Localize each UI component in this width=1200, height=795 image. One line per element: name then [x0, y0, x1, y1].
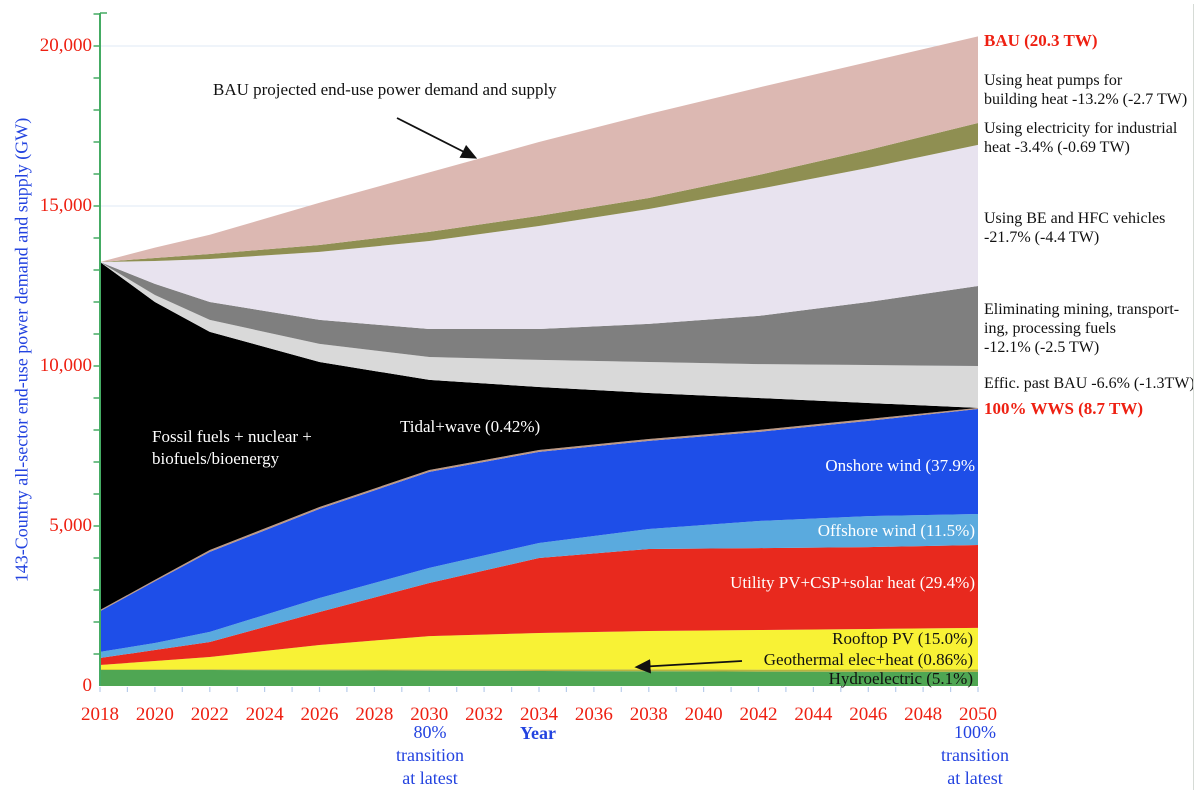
x-tick-label: 2028: [355, 704, 394, 725]
x-tick-label: 2030: [410, 704, 449, 725]
heat-pumps-line1: Using heat pumps for: [984, 72, 1123, 89]
x-axis-title: Year: [520, 723, 556, 743]
x-tick-label: 2024: [245, 704, 284, 725]
band-geothermal-elec-heat: [100, 669, 978, 672]
note-80pct-line3: at latest: [402, 768, 458, 788]
tidal-wave-label: Tidal+wave (0.42%): [400, 417, 541, 436]
x-tick-label: 2022: [190, 704, 229, 725]
fossil-area-label: Fossil fuels + nuclear + biofuels/bioene…: [152, 426, 352, 470]
mining-note: Eliminating mining, transport- ing, proc…: [984, 300, 1179, 357]
x-tick-label: 2040: [684, 704, 723, 725]
x-tick-label: 2032: [465, 704, 504, 725]
note-80pct-line1: 80%: [413, 722, 447, 742]
band-utility-pv-csp-solar-heat: [100, 545, 978, 665]
note-100pct-line1: 100%: [954, 722, 996, 742]
x-tick-label: 2046: [849, 704, 888, 725]
y-tick-label: 20,000: [39, 35, 92, 56]
x-tick-label: 2048: [904, 704, 943, 725]
band-hydroelectric: [100, 670, 978, 686]
vehicles-line1: Using BE and HFC vehicles: [984, 210, 1166, 227]
band-efficiency-past-bau: [100, 262, 978, 408]
x-tick-label: 2044: [794, 704, 833, 725]
geothermal-arrow: [634, 659, 743, 674]
rooftop-pv-label: Rooftop PV (15.0%): [832, 629, 973, 648]
band-onshore-wind: [100, 409, 978, 652]
y-tick-label: 15,000: [39, 195, 92, 216]
band-offshore-wind: [100, 514, 978, 658]
industrial-line1: Using electricity for industrial: [984, 120, 1178, 137]
bau-2050-value: BAU (20.3 TW): [984, 31, 1098, 50]
band-using-be-and-hfc-vehicles: [100, 144, 978, 329]
heat-pumps-note: Using heat pumps for building heat -13.2…: [984, 71, 1187, 109]
note-100pct-transition: 100% transition at latest: [910, 721, 1040, 790]
fossil-label-line2: biofuels/bioenergy: [152, 449, 280, 468]
y-tick-label: 10,000: [39, 355, 92, 376]
utility-pv-label: Utility PV+CSP+solar heat (29.4%): [730, 573, 975, 592]
note-100pct-line3: at latest: [947, 768, 1003, 788]
x-tick-label: 2038: [629, 704, 668, 725]
stacked-area-bands: [100, 36, 978, 686]
note-80pct-transition: 80% transition at latest: [365, 721, 495, 790]
efficiency-note: Effic. past BAU -6.6% (-1.3TW): [984, 375, 1195, 392]
geothermal-label: Geothermal elec+heat (0.86%): [763, 650, 973, 669]
x-tick-label: 2050: [959, 704, 997, 725]
band-rooftop-pv: [100, 627, 978, 670]
axes: [93, 12, 979, 692]
onshore-wind-label: Onshore wind (37.9%: [825, 456, 975, 475]
y-axis-title: 143-Country all-sector end-use power dem…: [11, 117, 32, 583]
mining-line1: Eliminating mining, transport-: [984, 301, 1180, 318]
note-80pct-line2: transition: [396, 745, 464, 765]
hydroelectric-label: Hydroelectric (5.1%): [828, 669, 973, 688]
industrial-line2: heat -3.4% (-0.69 TW): [984, 139, 1130, 156]
x-tick-label: 2018: [81, 704, 119, 725]
vehicles-note: Using BE and HFC vehicles -21.7% (-4.4 T…: [984, 209, 1165, 247]
wws-2050-value: 100% WWS (8.7 TW): [984, 399, 1144, 418]
bau-curve-label: BAU projected end-use power demand and s…: [213, 80, 557, 99]
screen-edge-line: [1193, 4, 1194, 790]
fossil-label-line1: Fossil fuels + nuclear +: [152, 427, 312, 446]
vehicles-line2: -21.7% (-4.4 TW): [984, 229, 1100, 246]
y-tick-label: 0: [82, 675, 93, 696]
heat-pumps-line2: building heat -13.2% (-2.7 TW): [984, 91, 1188, 108]
mining-line2: ing, processing fuels: [984, 320, 1116, 337]
x-tick-label: 2034: [520, 704, 558, 725]
offshore-wind-label: Offshore wind (11.5%): [817, 521, 975, 540]
annotation-arrows: [396, 117, 743, 674]
mining-line3: -12.1% (-2.5 TW): [984, 339, 1100, 356]
x-tick-label: 2036: [574, 704, 613, 725]
band-using-heat-pumps-for-building-heat: [100, 36, 978, 263]
note-100pct-line2: transition: [941, 745, 1009, 765]
y-tick-label: 5,000: [49, 515, 92, 536]
bau-arrow: [396, 117, 478, 159]
x-tick-label: 2026: [300, 704, 339, 725]
industrial-heat-note: Using electricity for industrial heat -3…: [984, 119, 1177, 157]
band-eliminating-mining-transporting-processing-fuels: [100, 262, 978, 366]
x-tick-label: 2020: [135, 704, 174, 725]
band-fossil-fuels-nuclear-biofuels-bioenergy: [100, 262, 978, 610]
x-tick-label: 2042: [739, 704, 778, 725]
